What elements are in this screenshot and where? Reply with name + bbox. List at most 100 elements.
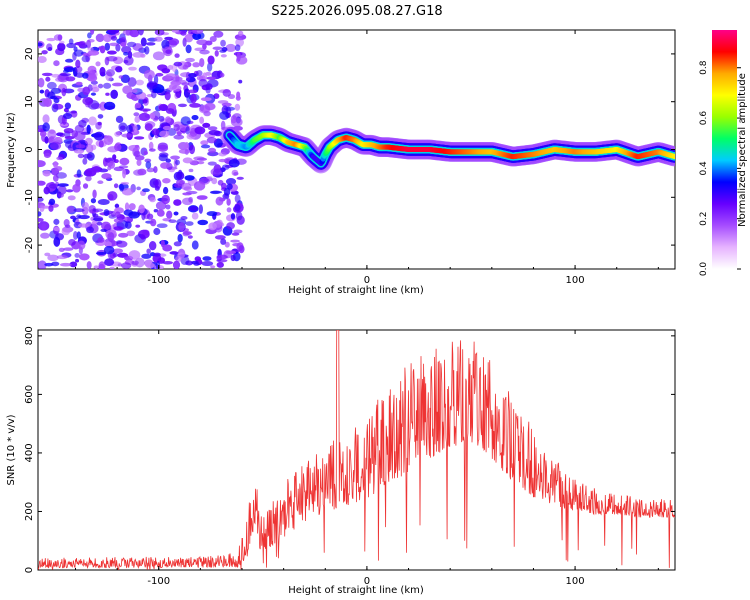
noise-speck (63, 66, 75, 73)
noise-speck (165, 108, 175, 114)
noise-speck (146, 248, 151, 255)
noise-speck (115, 66, 123, 73)
noise-speck (41, 72, 53, 77)
noise-speck (118, 75, 124, 79)
noise-speck (214, 130, 222, 137)
noise-speck (76, 169, 82, 178)
noise-speck (125, 30, 132, 36)
noise-speck (46, 37, 56, 42)
noise-speck (146, 81, 158, 90)
noise-speck (98, 140, 104, 148)
noise-speck (232, 242, 241, 247)
noise-speck (135, 79, 144, 86)
noise-speck (168, 38, 180, 46)
noise-speck (174, 53, 180, 58)
noise-speck (140, 37, 147, 47)
noise-speck (142, 229, 150, 236)
noise-speck (42, 122, 50, 132)
noise-speck (162, 178, 171, 184)
noise-speck (191, 114, 199, 121)
noise-speck (115, 115, 124, 124)
noise-speck (95, 61, 101, 67)
noise-speck (111, 82, 123, 87)
noise-speck (165, 73, 177, 79)
noise-speck (113, 183, 119, 189)
noise-speck (138, 112, 151, 122)
noise-speck (52, 174, 59, 182)
noise-speck (57, 34, 63, 41)
noise-speck (206, 176, 213, 180)
spectrogram-trace (219, 125, 675, 174)
noise-speck (182, 197, 193, 206)
spectrogram-y-axis-label: Frequency (Hz) (6, 112, 17, 188)
noise-speck (141, 253, 152, 259)
noise-speck (87, 47, 94, 52)
noise-speck (234, 204, 241, 212)
noise-speck (49, 141, 62, 150)
noise-speck (210, 265, 216, 269)
noise-speck (162, 186, 169, 195)
noise-speck (119, 157, 130, 166)
noise-speck (40, 232, 50, 239)
noise-speck (123, 51, 129, 56)
noise-speck (87, 50, 100, 56)
noise-speck (78, 214, 90, 220)
noise-speck (88, 205, 97, 214)
noise-speck (82, 72, 89, 79)
noise-speck (210, 167, 222, 176)
noise-speck (77, 240, 86, 250)
noise-speck (68, 239, 76, 246)
noise-speck (154, 178, 162, 189)
noise-speck (177, 252, 185, 259)
noise-speck (209, 36, 217, 43)
noise-speck (196, 157, 208, 161)
noise-speck (171, 85, 182, 92)
noise-speck (199, 49, 210, 55)
noise-speck (135, 224, 141, 228)
noise-speck (206, 136, 217, 144)
noise-speck (74, 124, 85, 133)
noise-speck (65, 58, 74, 63)
noise-speck (91, 144, 97, 151)
noise-speck (38, 77, 45, 88)
noise-speck (149, 112, 156, 120)
noise-speck (159, 130, 170, 138)
noise-speck (162, 125, 172, 131)
noise-speck (182, 231, 192, 236)
noise-speck (43, 152, 51, 158)
noise-speck (47, 129, 57, 140)
noise-speck (101, 221, 111, 231)
noise-speck (207, 55, 215, 65)
noise-speck (103, 33, 112, 43)
noise-speck (200, 97, 212, 102)
noise-speck (154, 36, 163, 42)
noise-speck (213, 30, 224, 38)
noise-speck (121, 187, 134, 196)
noise-speck (236, 91, 241, 99)
noise-speck (131, 88, 138, 93)
spectrogram-noise (38, 30, 248, 269)
noise-speck (230, 117, 243, 127)
snr-x-axis-label: Height of straight line (km) (288, 585, 424, 596)
y-tick-label: 600 (24, 385, 35, 404)
noise-speck (70, 110, 77, 114)
noise-speck (95, 33, 105, 43)
noise-speck (87, 38, 95, 43)
y-tick-label: 400 (24, 443, 35, 462)
noise-speck (76, 231, 81, 240)
noise-speck (173, 134, 185, 140)
noise-speck (185, 44, 192, 54)
noise-speck (173, 61, 183, 67)
noise-speck (164, 91, 171, 101)
noise-speck (137, 168, 147, 176)
noise-speck (216, 254, 228, 260)
noise-speck (122, 168, 127, 179)
noise-speck (61, 87, 67, 97)
noise-speck (198, 105, 211, 114)
noise-speck (234, 44, 241, 52)
noise-speck (176, 131, 182, 135)
noise-speck (201, 261, 214, 267)
noise-speck (103, 245, 115, 255)
noise-speck (171, 30, 180, 33)
noise-speck (121, 262, 132, 269)
